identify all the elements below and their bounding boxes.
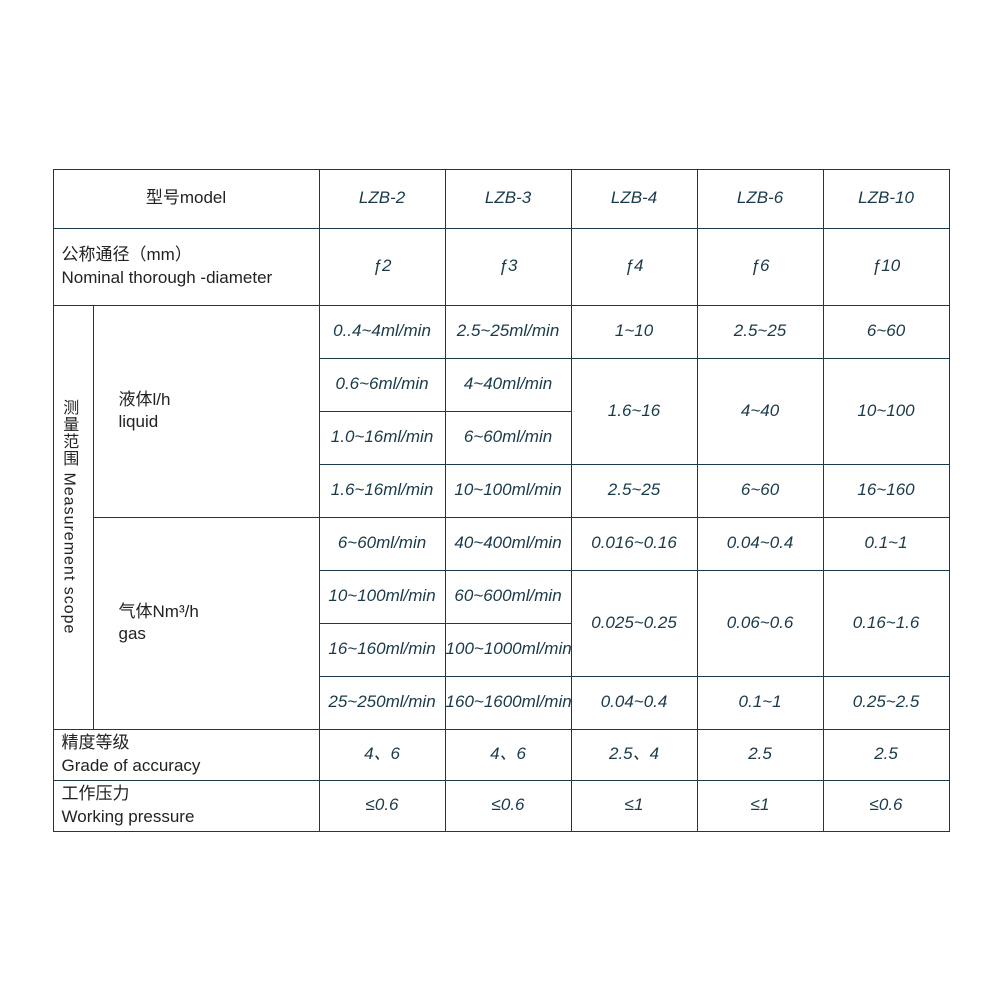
liquid-row-1: 测量范围 Measurement scope 液体l/h liquid 0..4… <box>53 305 949 358</box>
liq-lzb10-2: 16~160 <box>823 464 949 517</box>
gas-lzb4-0: 0.016~0.16 <box>571 517 697 570</box>
model-col-4: LZB-10 <box>823 169 949 228</box>
pres-3: ≤1 <box>697 780 823 831</box>
gas-label: 气体Nm³/h gas <box>93 517 319 729</box>
gas-lzb4-1: 0.025~0.25 <box>571 570 697 676</box>
nominal-1: ƒ3 <box>445 228 571 305</box>
gas-lzb2-3: 25~250ml/min <box>319 676 445 729</box>
liq-lzb4-2: 2.5~25 <box>571 464 697 517</box>
pres-1: ≤0.6 <box>445 780 571 831</box>
nominal-label: 公称通径（mm） Nominal thorough -diameter <box>53 228 319 305</box>
spec-table: 型号model LZB-2 LZB-3 LZB-4 LZB-6 LZB-10 公… <box>53 169 950 832</box>
model-label: 型号model <box>53 169 319 228</box>
table-header-row: 型号model LZB-2 LZB-3 LZB-4 LZB-6 LZB-10 <box>53 169 949 228</box>
gas-lzb10-0: 0.1~1 <box>823 517 949 570</box>
liq-lzb3-1: 4~40ml/min <box>445 358 571 411</box>
liq-lzb3-3: 10~100ml/min <box>445 464 571 517</box>
acc-2: 2.5、4 <box>571 729 697 780</box>
liq-lzb6-2: 6~60 <box>697 464 823 517</box>
liq-lzb3-0: 2.5~25ml/min <box>445 305 571 358</box>
liq-lzb10-0: 6~60 <box>823 305 949 358</box>
pressure-label: 工作压力 Working pressure <box>53 780 319 831</box>
nominal-3: ƒ6 <box>697 228 823 305</box>
gas-lzb6-0: 0.04~0.4 <box>697 517 823 570</box>
gas-row-1: 气体Nm³/h gas 6~60ml/min 40~400ml/min 0.01… <box>53 517 949 570</box>
nominal-2: ƒ4 <box>571 228 697 305</box>
model-col-2: LZB-4 <box>571 169 697 228</box>
acc-1: 4、6 <box>445 729 571 780</box>
liq-lzb2-2: 1.0~16ml/min <box>319 411 445 464</box>
liq-lzb2-0: 0..4~4ml/min <box>319 305 445 358</box>
nominal-0: ƒ2 <box>319 228 445 305</box>
gas-lzb2-1: 10~100ml/min <box>319 570 445 623</box>
accuracy-row: 精度等级 Grade of accuracy 4、6 4、6 2.5、4 2.5… <box>53 729 949 780</box>
pres-4: ≤0.6 <box>823 780 949 831</box>
model-col-3: LZB-6 <box>697 169 823 228</box>
acc-3: 2.5 <box>697 729 823 780</box>
gas-lzb3-2: 100~1000ml/min <box>445 623 571 676</box>
liq-lzb4-1: 1.6~16 <box>571 358 697 464</box>
liq-lzb2-3: 1.6~16ml/min <box>319 464 445 517</box>
liq-lzb4-0: 1~10 <box>571 305 697 358</box>
nominal-row: 公称通径（mm） Nominal thorough -diameter ƒ2 ƒ… <box>53 228 949 305</box>
spec-table-container: 型号model LZB-2 LZB-3 LZB-4 LZB-6 LZB-10 公… <box>53 169 948 832</box>
pres-0: ≤0.6 <box>319 780 445 831</box>
gas-lzb3-3: 160~1600ml/min <box>445 676 571 729</box>
nominal-4: ƒ10 <box>823 228 949 305</box>
liq-lzb6-0: 2.5~25 <box>697 305 823 358</box>
gas-lzb3-0: 40~400ml/min <box>445 517 571 570</box>
liquid-label: 液体l/h liquid <box>93 305 319 517</box>
pres-2: ≤1 <box>571 780 697 831</box>
gas-lzb6-1: 0.06~0.6 <box>697 570 823 676</box>
accuracy-label: 精度等级 Grade of accuracy <box>53 729 319 780</box>
model-col-1: LZB-3 <box>445 169 571 228</box>
gas-lzb4-2: 0.04~0.4 <box>571 676 697 729</box>
model-col-0: LZB-2 <box>319 169 445 228</box>
gas-lzb6-2: 0.1~1 <box>697 676 823 729</box>
gas-lzb10-2: 0.25~2.5 <box>823 676 949 729</box>
gas-lzb2-0: 6~60ml/min <box>319 517 445 570</box>
measurement-scope-label: 测量范围 Measurement scope <box>53 305 93 729</box>
liq-lzb3-2: 6~60ml/min <box>445 411 571 464</box>
gas-lzb10-1: 0.16~1.6 <box>823 570 949 676</box>
gas-lzb3-1: 60~600ml/min <box>445 570 571 623</box>
gas-lzb2-2: 16~160ml/min <box>319 623 445 676</box>
acc-0: 4、6 <box>319 729 445 780</box>
pressure-row: 工作压力 Working pressure ≤0.6 ≤0.6 ≤1 ≤1 ≤0… <box>53 780 949 831</box>
acc-4: 2.5 <box>823 729 949 780</box>
liq-lzb6-1: 4~40 <box>697 358 823 464</box>
liq-lzb2-1: 0.6~6ml/min <box>319 358 445 411</box>
liq-lzb10-1: 10~100 <box>823 358 949 464</box>
